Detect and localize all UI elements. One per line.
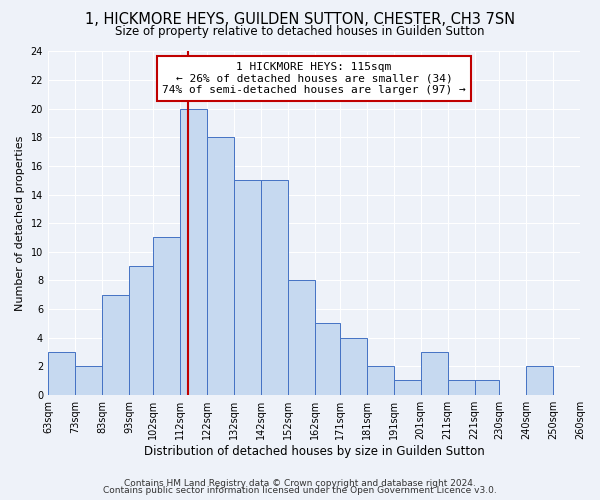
Bar bbox=[448, 380, 475, 394]
Bar bbox=[475, 380, 499, 394]
Text: Contains HM Land Registry data © Crown copyright and database right 2024.: Contains HM Land Registry data © Crown c… bbox=[124, 478, 476, 488]
Bar bbox=[526, 366, 553, 394]
Bar bbox=[340, 338, 367, 394]
Bar bbox=[48, 352, 75, 395]
Bar bbox=[234, 180, 261, 394]
Bar bbox=[207, 138, 234, 394]
Bar bbox=[102, 294, 129, 394]
Bar bbox=[316, 323, 340, 394]
Text: 1, HICKMORE HEYS, GUILDEN SUTTON, CHESTER, CH3 7SN: 1, HICKMORE HEYS, GUILDEN SUTTON, CHESTE… bbox=[85, 12, 515, 28]
Text: Contains public sector information licensed under the Open Government Licence v3: Contains public sector information licen… bbox=[103, 486, 497, 495]
Bar bbox=[288, 280, 316, 394]
Bar bbox=[421, 352, 448, 395]
Y-axis label: Number of detached properties: Number of detached properties bbox=[15, 136, 25, 311]
X-axis label: Distribution of detached houses by size in Guilden Sutton: Distribution of detached houses by size … bbox=[143, 444, 484, 458]
Text: 1 HICKMORE HEYS: 115sqm
← 26% of detached houses are smaller (34)
74% of semi-de: 1 HICKMORE HEYS: 115sqm ← 26% of detache… bbox=[162, 62, 466, 95]
Bar bbox=[180, 108, 207, 395]
Bar bbox=[153, 238, 180, 394]
Bar bbox=[75, 366, 102, 394]
Bar bbox=[261, 180, 288, 394]
Bar bbox=[394, 380, 421, 394]
Text: Size of property relative to detached houses in Guilden Sutton: Size of property relative to detached ho… bbox=[115, 25, 485, 38]
Bar bbox=[367, 366, 394, 394]
Bar bbox=[129, 266, 153, 394]
